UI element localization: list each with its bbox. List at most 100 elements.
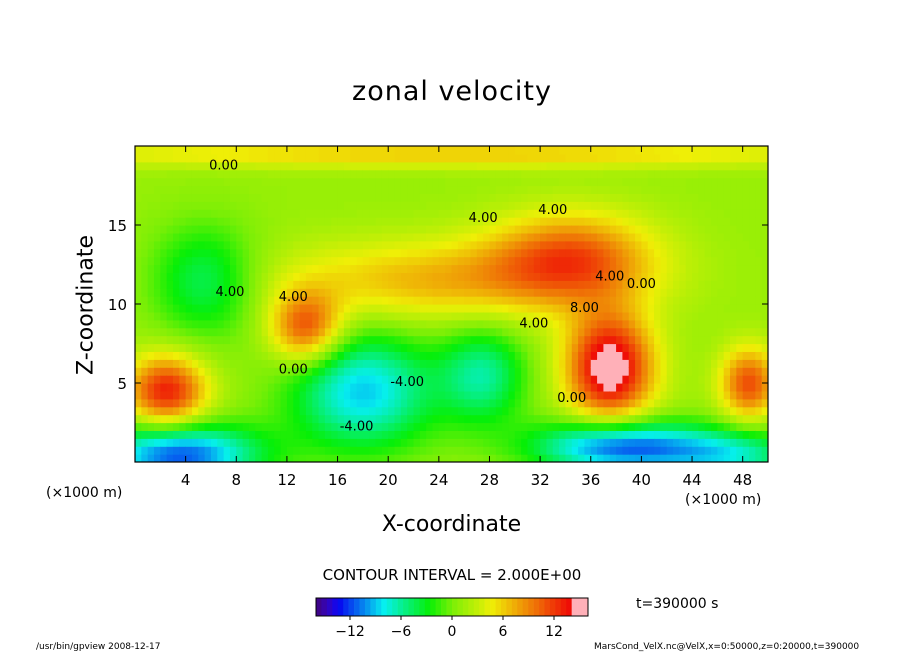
heatmap-cell — [324, 383, 332, 392]
heatmap-cell — [274, 201, 282, 210]
heatmap-cell — [635, 153, 642, 163]
heatmap-cell — [217, 272, 225, 281]
heatmap-cell — [286, 248, 294, 258]
heatmap-cell — [749, 225, 756, 234]
heatmap-cell — [552, 209, 560, 218]
heatmap-cell — [597, 201, 605, 210]
heatmap-cell — [736, 319, 744, 329]
heatmap-cell — [755, 272, 763, 281]
heatmap-cell — [362, 383, 370, 392]
heatmap-cell — [400, 288, 408, 297]
heatmap-cell — [261, 359, 269, 368]
heatmap-cell — [255, 359, 263, 368]
heatmap-cell — [717, 272, 725, 281]
heatmap-cell — [229, 248, 237, 258]
heatmap-cell — [508, 454, 516, 462]
x-axis-unit-label: (×1000 m) — [46, 485, 123, 501]
heatmap-cell — [318, 383, 326, 392]
heatmap-cell — [736, 225, 744, 234]
heatmap-cell — [730, 351, 737, 360]
heatmap-cell — [533, 319, 541, 329]
heatmap-cell — [698, 177, 706, 187]
heatmap-cell — [679, 414, 687, 424]
heatmap-cell — [400, 217, 408, 226]
contour-label: 4.00 — [595, 269, 624, 284]
heatmap-cell — [552, 383, 560, 392]
heatmap-cell — [217, 177, 225, 187]
heatmap-cell — [723, 398, 731, 408]
heatmap-cell — [172, 153, 180, 163]
heatmap-cell — [692, 390, 699, 400]
heatmap-cell — [185, 351, 193, 360]
heatmap-cell — [749, 359, 756, 368]
heatmap-cell — [350, 430, 358, 439]
heatmap-cell — [641, 193, 649, 202]
heatmap-cell — [546, 280, 554, 289]
heatmap-cell — [571, 225, 579, 234]
heatmap-cell — [717, 264, 725, 273]
heatmap-cell — [293, 209, 301, 218]
heatmap-cell — [660, 256, 668, 266]
heatmap-cell — [565, 240, 573, 250]
heatmap-cell — [337, 248, 345, 258]
heatmap-cell — [210, 327, 218, 337]
heatmap-cell — [679, 398, 687, 408]
heatmap-cell — [673, 422, 680, 431]
heatmap-cell — [337, 185, 345, 194]
heatmap-cell — [331, 351, 339, 360]
heatmap-cell — [464, 264, 472, 273]
heatmap-cell — [191, 201, 199, 210]
heatmap-cell — [609, 351, 617, 360]
heatmap-cell — [147, 280, 155, 289]
colorbar-swatch — [571, 598, 578, 616]
heatmap-cell — [489, 367, 497, 376]
heatmap-cell — [476, 311, 484, 321]
heatmap-cell — [229, 390, 237, 400]
heatmap-cell — [248, 193, 256, 202]
heatmap-cell — [172, 193, 180, 202]
heatmap-cell — [312, 367, 320, 376]
heatmap-cell — [603, 375, 611, 384]
heatmap-cell — [204, 185, 212, 194]
heatmap-cell — [673, 161, 680, 171]
heatmap-cell — [166, 327, 174, 337]
heatmap-cell — [483, 319, 491, 329]
heatmap-cell — [388, 209, 396, 218]
heatmap-cell — [546, 390, 554, 400]
heatmap-cell — [388, 272, 396, 281]
heatmap-cell — [489, 311, 497, 321]
heatmap-cell — [597, 414, 605, 424]
heatmap-cell — [166, 390, 174, 400]
heatmap-cell — [407, 153, 415, 163]
heatmap-cell — [597, 146, 605, 155]
heatmap-cell — [172, 406, 180, 416]
heatmap-cell — [590, 232, 598, 242]
heatmap-cell — [153, 375, 161, 384]
heatmap-cell — [217, 256, 225, 266]
heatmap-cell — [166, 225, 174, 234]
heatmap-cell — [419, 272, 427, 281]
heatmap-cell — [647, 146, 655, 155]
heatmap-cell — [704, 351, 712, 360]
heatmap-cell — [755, 438, 763, 447]
heatmap-cell — [356, 430, 364, 439]
heatmap-cell — [141, 161, 149, 171]
heatmap-cell — [261, 327, 269, 337]
heatmap-cell — [381, 153, 389, 163]
heatmap-cell — [369, 414, 377, 424]
heatmap-cell — [426, 280, 434, 289]
heatmap-cell — [362, 327, 370, 337]
heatmap-cell — [755, 193, 763, 202]
heatmap-cell — [616, 232, 624, 242]
heatmap-cell — [761, 232, 768, 242]
heatmap-cell — [185, 264, 193, 273]
heatmap-cell — [331, 296, 339, 305]
heatmap-cell — [261, 232, 269, 242]
heatmap-cell — [191, 169, 199, 179]
heatmap-cell — [223, 406, 231, 416]
heatmap-cell — [318, 390, 326, 400]
heatmap-cell — [730, 169, 737, 179]
heatmap-cell — [755, 406, 763, 416]
heatmap-cell — [711, 422, 718, 431]
heatmap-cell — [318, 201, 326, 210]
